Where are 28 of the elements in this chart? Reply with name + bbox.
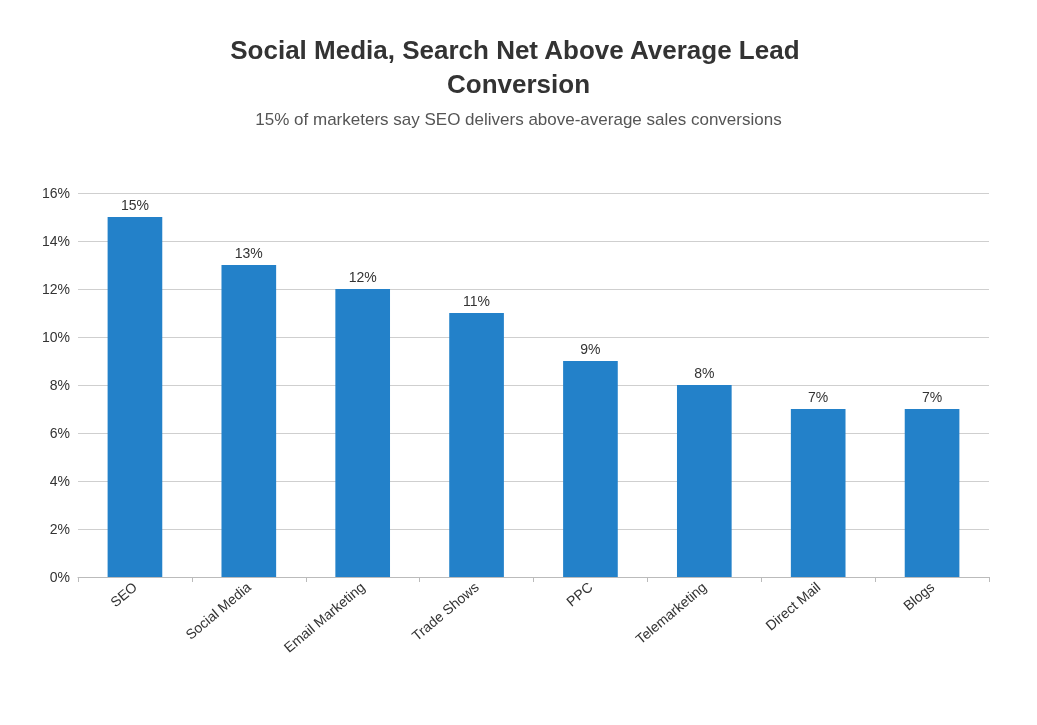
bar [221, 265, 277, 577]
chart-title: Social Media, Search Net Above Average Lead Conversion [230, 35, 807, 99]
chart-subtitle: 15% of marketers say SEO delivers above-average sales conversions [255, 110, 782, 129]
bar [790, 409, 846, 577]
bar [904, 409, 960, 577]
bar [449, 313, 504, 577]
x-tick-label: SEO [107, 578, 141, 611]
data-label: 13% [234, 245, 263, 261]
y-tick-label: 6% [49, 425, 70, 441]
y-tick-label: 2% [49, 521, 70, 537]
bar [563, 361, 618, 577]
bar [335, 289, 391, 577]
data-label: 7% [921, 389, 943, 405]
data-label: 12% [348, 269, 377, 285]
data-label: 7% [808, 389, 829, 405]
data-label: 8% [694, 365, 715, 381]
y-tick-label: 8% [49, 377, 70, 393]
data-label: 9% [580, 341, 601, 357]
y-tick-label: 16% [41, 185, 70, 201]
y-tick-label: 14% [41, 233, 70, 249]
data-label: 11% [463, 293, 491, 309]
y-tick-label: 10% [41, 329, 70, 345]
data-label: 15% [120, 197, 149, 213]
y-tick-label: 12% [41, 281, 70, 297]
bar [676, 385, 732, 577]
bar [107, 217, 163, 577]
y-tick-label: 0% [49, 569, 70, 585]
y-tick-label: 4% [49, 473, 70, 489]
